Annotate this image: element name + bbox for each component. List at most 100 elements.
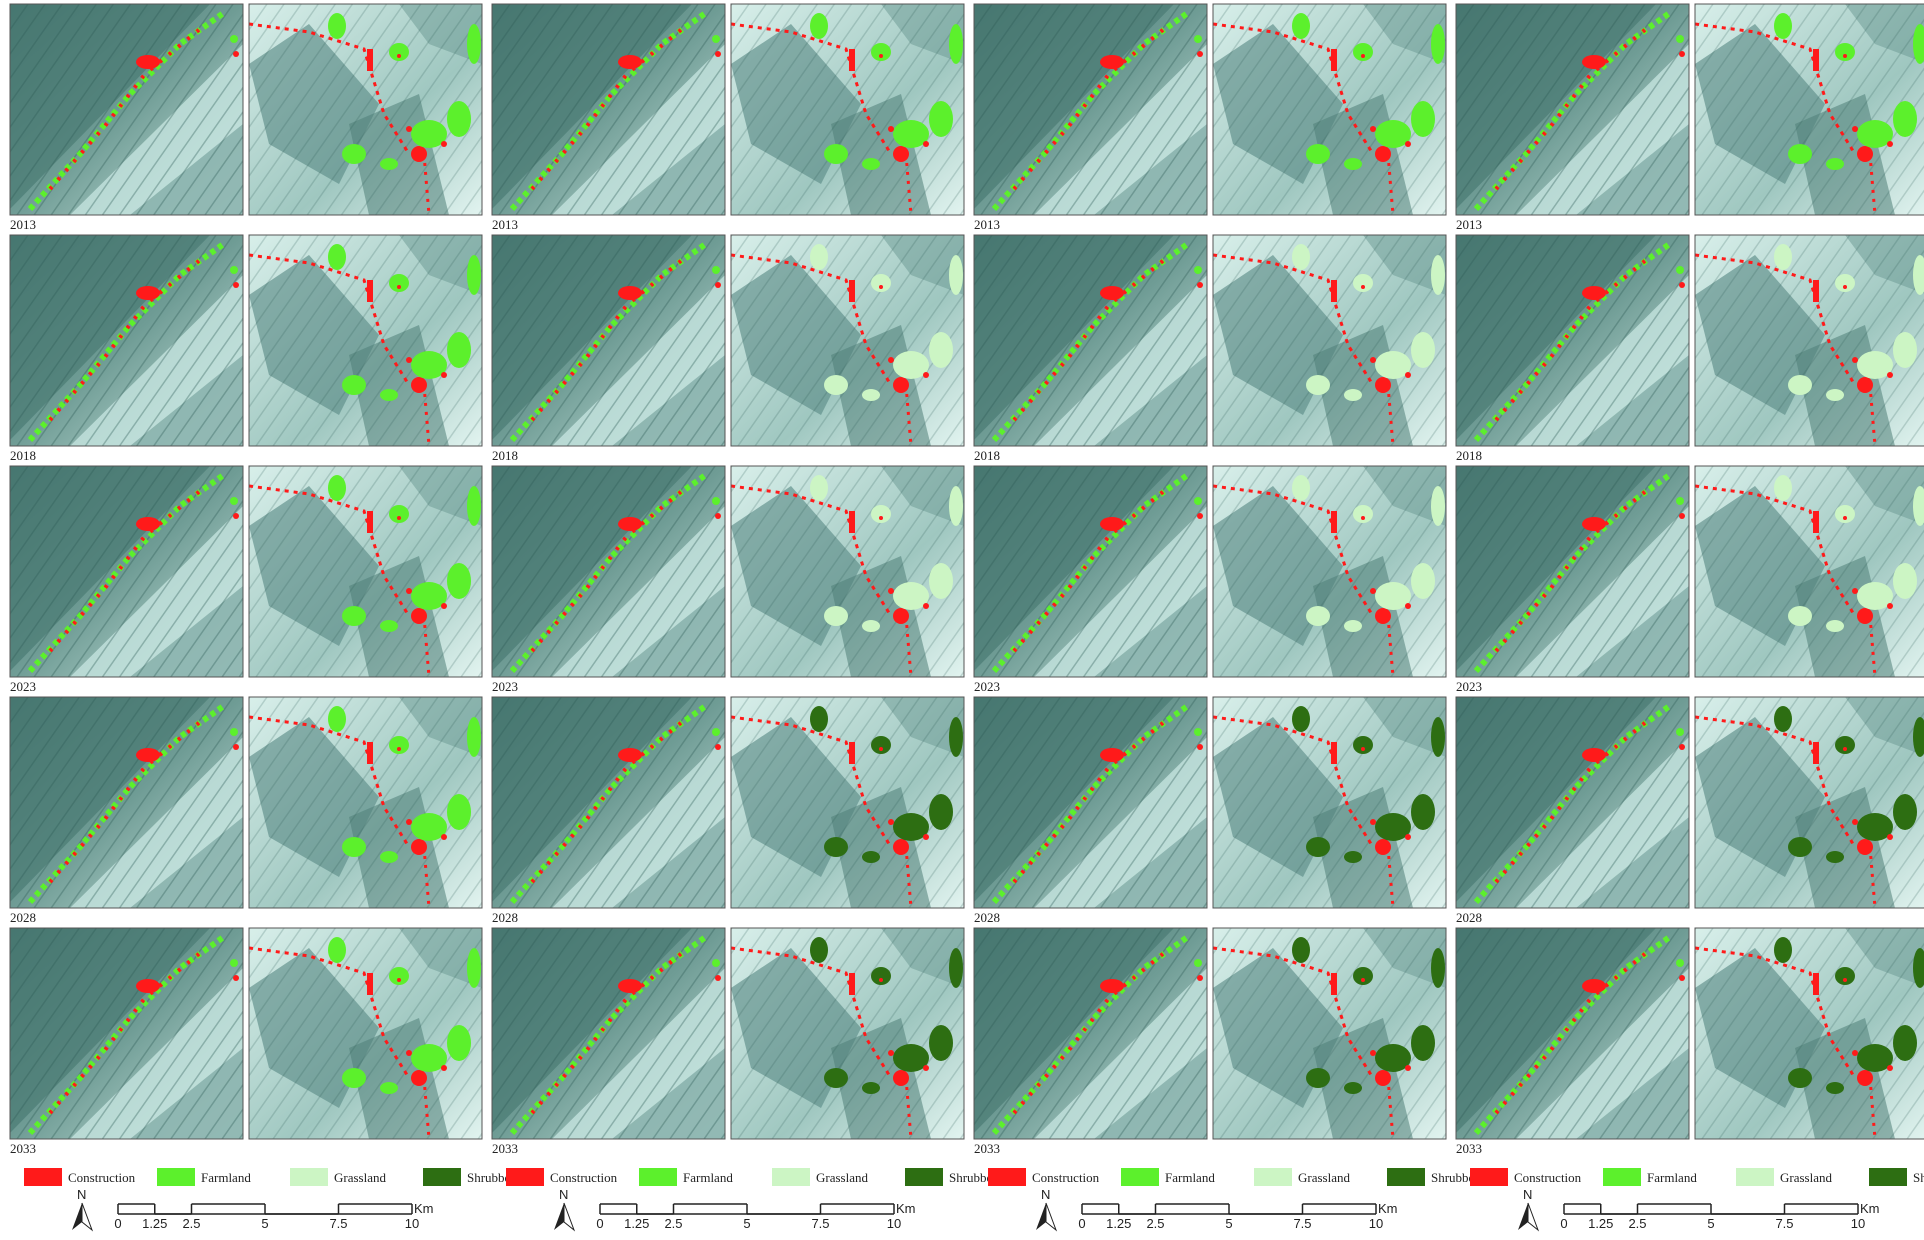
map-group: 2013 2018 2023 2028 2033 Construction Farmland… — [492, 4, 1004, 1231]
legend-label: Grassland — [334, 1170, 386, 1185]
map-left — [492, 4, 725, 215]
scale-label: 7.5 — [811, 1216, 829, 1231]
scale-label: 1.25 — [624, 1216, 649, 1231]
scale-unit: Km — [414, 1201, 434, 1216]
map-left — [974, 466, 1207, 677]
scale-label: 0 — [596, 1216, 603, 1231]
map-left — [492, 928, 725, 1139]
map-left — [10, 697, 243, 908]
year-label: 2033 — [974, 1141, 1000, 1156]
map-right — [1695, 466, 1924, 677]
map-left — [974, 928, 1207, 1139]
north-arrow — [82, 1203, 92, 1230]
north-arrow — [1046, 1203, 1056, 1230]
map-right — [1695, 235, 1924, 446]
year-label: 2018 — [492, 448, 518, 463]
map-right — [249, 466, 482, 677]
map-left — [974, 4, 1207, 215]
legend-swatch — [1603, 1168, 1641, 1186]
legend-swatch — [24, 1168, 62, 1186]
year-label: 2028 — [1456, 910, 1482, 925]
scale-unit: Km — [896, 1201, 916, 1216]
map-left — [10, 4, 243, 215]
legend-swatch — [1869, 1168, 1907, 1186]
year-label: 2023 — [10, 679, 36, 694]
legend-label: Shrubbery — [1913, 1170, 1924, 1185]
scale-label: 5 — [743, 1216, 750, 1231]
north-arrow — [1036, 1203, 1046, 1230]
north-arrow — [564, 1203, 574, 1230]
year-label: 2023 — [1456, 679, 1482, 694]
legend-label: Construction — [550, 1170, 618, 1185]
map-left — [10, 235, 243, 446]
legend-swatch — [772, 1168, 810, 1186]
year-label: 2013 — [974, 217, 1000, 232]
legend-swatch — [290, 1168, 328, 1186]
year-label: 2028 — [974, 910, 1000, 925]
map-right — [731, 928, 964, 1139]
scale-label: 7.5 — [329, 1216, 347, 1231]
scale-label: 1.25 — [1588, 1216, 1613, 1231]
year-label: 2013 — [492, 217, 518, 232]
map-right — [249, 4, 482, 215]
legend-label: Farmland — [1647, 1170, 1697, 1185]
legend-label: Farmland — [683, 1170, 733, 1185]
year-label: 2018 — [1456, 448, 1482, 463]
year-label: 2033 — [1456, 1141, 1482, 1156]
year-label: 2018 — [974, 448, 1000, 463]
scale-label: 10 — [1851, 1216, 1865, 1231]
map-left — [1456, 4, 1689, 215]
legend-swatch — [1470, 1168, 1508, 1186]
map-right — [1213, 697, 1446, 908]
legend-swatch — [988, 1168, 1026, 1186]
map-left — [974, 235, 1207, 446]
map-right — [1213, 466, 1446, 677]
legend-swatch — [639, 1168, 677, 1186]
legend-swatch — [423, 1168, 461, 1186]
map-left — [10, 466, 243, 677]
map-left — [1456, 235, 1689, 446]
year-label: 2023 — [492, 679, 518, 694]
legend-label: Construction — [68, 1170, 136, 1185]
legend-swatch — [1121, 1168, 1159, 1186]
scale-label: 2.5 — [1628, 1216, 1646, 1231]
legend-swatch — [1387, 1168, 1425, 1186]
map-right — [731, 697, 964, 908]
map-left — [492, 466, 725, 677]
legend-label: Construction — [1514, 1170, 1582, 1185]
north-label: N — [559, 1187, 568, 1202]
north-arrow — [1528, 1203, 1538, 1230]
year-label: 2018 — [10, 448, 36, 463]
legend-label: Grassland — [1298, 1170, 1350, 1185]
map-left — [492, 697, 725, 908]
north-arrow — [554, 1203, 564, 1230]
map-left — [1456, 466, 1689, 677]
map-left — [492, 235, 725, 446]
map-left — [1456, 697, 1689, 908]
year-label: 2033 — [10, 1141, 36, 1156]
map-right — [1695, 697, 1924, 908]
scale-label: 1.25 — [1106, 1216, 1131, 1231]
scale-label: 2.5 — [182, 1216, 200, 1231]
scale-label: 0 — [1560, 1216, 1567, 1231]
map-right — [249, 928, 482, 1139]
map-right — [249, 235, 482, 446]
scale-label: 7.5 — [1775, 1216, 1793, 1231]
scale-label: 2.5 — [664, 1216, 682, 1231]
north-arrow — [72, 1203, 82, 1230]
map-right — [1213, 235, 1446, 446]
legend-swatch — [506, 1168, 544, 1186]
legend-swatch — [157, 1168, 195, 1186]
legend-label: Grassland — [1780, 1170, 1832, 1185]
map-left — [10, 928, 243, 1139]
scale-label: 2.5 — [1146, 1216, 1164, 1231]
north-arrow — [1518, 1203, 1528, 1230]
map-right — [731, 235, 964, 446]
map-group: 20132018202320282033ConstructionFarmland… — [10, 4, 522, 1231]
year-label: 2023 — [974, 679, 1000, 694]
year-label: 2028 — [492, 910, 518, 925]
figure: 2013 2018 2023 2028 2033 Construction Farmland… — [0, 0, 1924, 1235]
scale-label: 1.25 — [142, 1216, 167, 1231]
scale-label: 7.5 — [1293, 1216, 1311, 1231]
